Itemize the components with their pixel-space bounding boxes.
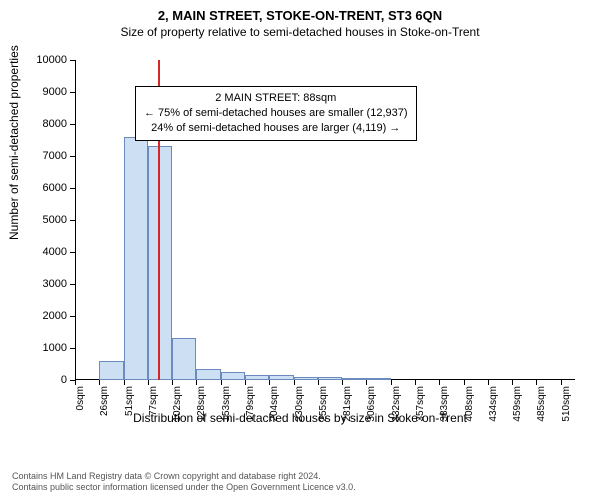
histogram-bar: [366, 378, 390, 380]
page-subtitle: Size of property relative to semi-detach…: [0, 23, 600, 39]
histogram-bar: [245, 375, 269, 380]
histogram-bar: [342, 378, 366, 380]
x-tick: [536, 380, 537, 385]
x-axis-label: Distribution of semi-detached houses by …: [0, 411, 600, 425]
x-tick: [124, 380, 125, 385]
histogram-bar: [196, 369, 220, 380]
plot-region: 0100020003000400050006000700080009000100…: [75, 60, 575, 380]
x-tick: [99, 380, 100, 385]
histogram-bar: [148, 146, 172, 380]
chart-container: 2, MAIN STREET, STOKE-ON-TRENT, ST3 6QN …: [0, 0, 600, 500]
annotation-line: 2 MAIN STREET: 88sqm: [144, 91, 408, 106]
histogram-bar: [269, 375, 293, 380]
annotation-line: ← 75% of semi-detached houses are smalle…: [144, 106, 408, 121]
y-tick-label: 4000: [43, 246, 75, 258]
y-tick-label: 3000: [43, 278, 75, 290]
histogram-bar: [294, 377, 318, 380]
y-tick-label: 8000: [43, 118, 75, 130]
x-tick: [294, 380, 295, 385]
histogram-bar: [221, 372, 245, 380]
x-tick: [439, 380, 440, 385]
y-tick-label: 9000: [43, 86, 75, 98]
histogram-bar: [318, 377, 342, 380]
x-tick: [391, 380, 392, 385]
chart-area: Number of semi-detached properties 01000…: [0, 55, 600, 425]
y-axis-line: [75, 60, 76, 380]
y-tick-label: 1000: [43, 342, 75, 354]
y-tick-label: 2000: [43, 310, 75, 322]
x-tick: [342, 380, 343, 385]
x-tick: [172, 380, 173, 385]
x-tick: [512, 380, 513, 385]
x-tick: [561, 380, 562, 385]
annotation-line: 24% of semi-detached houses are larger (…: [144, 121, 408, 136]
x-tick: [196, 380, 197, 385]
x-tick-label: 0sqm: [75, 386, 86, 410]
y-tick-label: 7000: [43, 150, 75, 162]
x-tick: [318, 380, 319, 385]
y-tick-label: 6000: [43, 182, 75, 194]
x-tick: [269, 380, 270, 385]
attribution-line: Contains public sector information licen…: [12, 482, 588, 494]
x-tick: [75, 380, 76, 385]
x-tick: [464, 380, 465, 385]
x-tick: [221, 380, 222, 385]
x-tick: [366, 380, 367, 385]
x-tick: [148, 380, 149, 385]
histogram-bar: [99, 361, 123, 380]
x-tick: [488, 380, 489, 385]
page-title: 2, MAIN STREET, STOKE-ON-TRENT, ST3 6QN: [0, 0, 600, 23]
y-tick-label: 0: [61, 374, 75, 386]
y-tick-label: 10000: [36, 54, 75, 66]
histogram-bar: [172, 338, 196, 380]
y-tick-label: 5000: [43, 214, 75, 226]
histogram-bar: [124, 137, 148, 380]
x-tick: [415, 380, 416, 385]
y-axis-label: Number of semi-detached properties: [7, 45, 21, 240]
x-tick: [245, 380, 246, 385]
attribution-text: Contains HM Land Registry data © Crown c…: [12, 471, 588, 494]
annotation-box: 2 MAIN STREET: 88sqm← 75% of semi-detach…: [135, 86, 417, 141]
attribution-line: Contains HM Land Registry data © Crown c…: [12, 471, 588, 483]
